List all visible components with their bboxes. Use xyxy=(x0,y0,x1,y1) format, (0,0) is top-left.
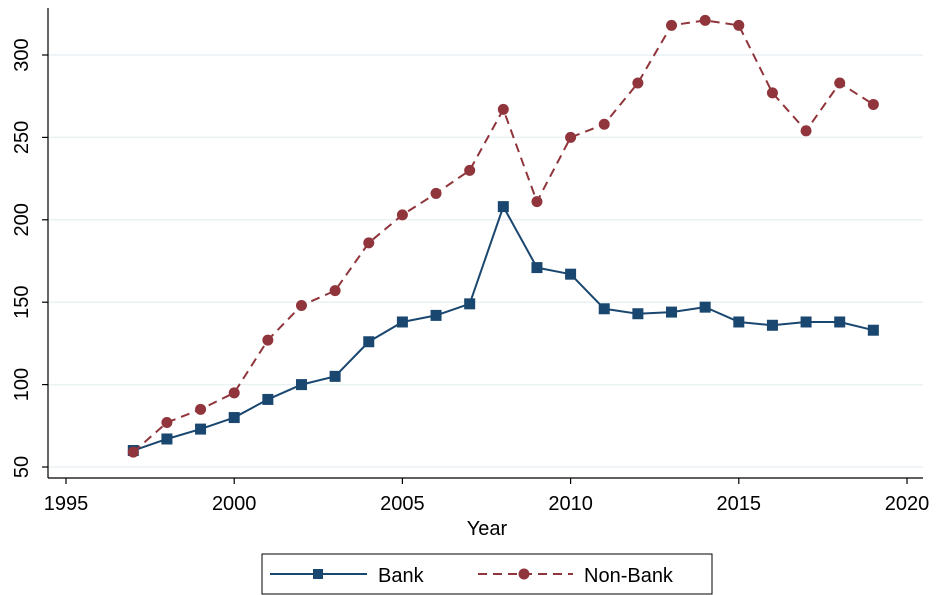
point-non-bank-2006 xyxy=(430,187,442,199)
point-non-bank-2004 xyxy=(363,237,375,249)
point-non-bank-2013 xyxy=(666,19,678,31)
point-bank-2016 xyxy=(766,319,778,331)
series-line-non-bank xyxy=(132,19,874,453)
point-non-bank-2003 xyxy=(329,285,341,297)
point-non-bank-2008 xyxy=(497,103,509,115)
point-bank-2018 xyxy=(834,316,846,328)
x-tick-label-1995: 1995 xyxy=(44,493,89,515)
point-non-bank-2010 xyxy=(565,131,577,143)
point-non-bank-2018 xyxy=(834,77,846,89)
point-bank-2017 xyxy=(800,316,812,328)
legend-marker-bank xyxy=(313,569,323,579)
point-bank-2011 xyxy=(598,303,610,315)
point-bank-2014 xyxy=(699,301,711,313)
y-tick-label-100: 100 xyxy=(11,368,33,401)
legend-label-nonbank: Non-Bank xyxy=(584,565,674,587)
point-non-bank-2000 xyxy=(228,387,240,399)
point-non-bank-2005 xyxy=(396,209,408,221)
y-tick-label-300: 300 xyxy=(11,38,33,71)
point-bank-2015 xyxy=(733,316,745,328)
point-non-bank-2001 xyxy=(262,334,274,346)
point-non-bank-2019 xyxy=(867,98,879,110)
point-non-bank-2015 xyxy=(733,19,745,31)
x-tick-label-2000: 2000 xyxy=(212,493,257,515)
point-non-bank-2007 xyxy=(464,164,476,176)
y-tick-label-50: 50 xyxy=(11,456,33,478)
legend-label-bank: Bank xyxy=(378,565,425,587)
point-bank-2009 xyxy=(531,262,543,274)
y-tick-label-250: 250 xyxy=(11,121,33,154)
point-bank-2000 xyxy=(228,412,240,424)
point-bank-2005 xyxy=(396,316,408,328)
x-tick-label-2015: 2015 xyxy=(717,493,762,515)
point-bank-2019 xyxy=(867,324,879,336)
point-non-bank-2016 xyxy=(766,87,778,99)
legend: Bank Non-Bank xyxy=(261,553,713,595)
point-non-bank-1997 xyxy=(127,446,139,458)
point-non-bank-2017 xyxy=(800,125,812,137)
point-bank-2004 xyxy=(363,336,375,348)
point-bank-2012 xyxy=(632,308,644,320)
point-bank-2013 xyxy=(666,306,678,318)
legend-marker-nonbank xyxy=(518,568,530,580)
point-bank-1998 xyxy=(161,433,173,445)
x-tick-label-2020: 2020 xyxy=(885,493,930,515)
series-line-bank xyxy=(132,205,874,452)
point-non-bank-2011 xyxy=(598,118,610,130)
axes: 50 100 150 200 250 300 1995 2000 2005 2010 2015 202… xyxy=(11,8,929,515)
y-tick-label-150: 150 xyxy=(11,286,33,319)
x-tick-label-2005: 2005 xyxy=(380,493,425,515)
point-bank-2008 xyxy=(497,201,509,213)
point-bank-2010 xyxy=(565,268,577,280)
point-bank-2006 xyxy=(430,309,442,321)
point-bank-2003 xyxy=(329,370,341,382)
point-non-bank-1998 xyxy=(161,417,173,429)
point-non-bank-2002 xyxy=(295,299,307,311)
point-bank-2002 xyxy=(295,379,307,391)
point-bank-1999 xyxy=(195,423,207,435)
point-non-bank-2014 xyxy=(699,14,711,26)
point-non-bank-2009 xyxy=(531,196,543,208)
gridlines xyxy=(48,54,923,468)
point-bank-2007 xyxy=(464,298,476,310)
x-axis-title: Year xyxy=(467,518,508,540)
x-tick-label-2010: 2010 xyxy=(548,493,593,515)
y-tick-label-200: 200 xyxy=(11,203,33,236)
point-non-bank-2012 xyxy=(632,77,644,89)
series-layer xyxy=(127,14,879,458)
point-bank-2001 xyxy=(262,393,274,405)
point-non-bank-1999 xyxy=(195,403,207,415)
